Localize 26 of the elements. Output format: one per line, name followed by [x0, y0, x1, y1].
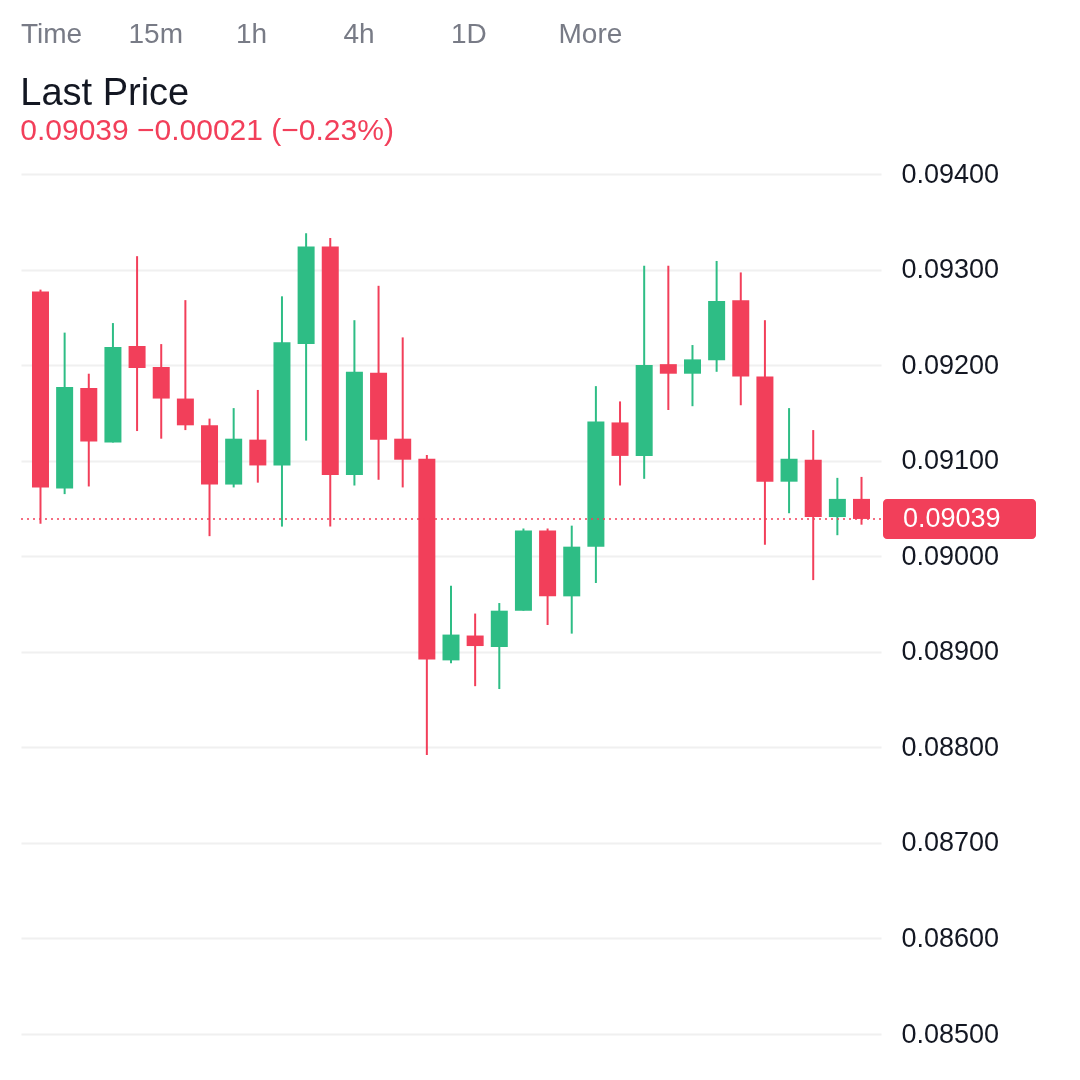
candlestick [683, 344, 701, 408]
candlestick [828, 476, 846, 537]
y-tick-label: 0.09100 [901, 445, 1000, 476]
text: 15m [128, 18, 183, 49]
candlestick [466, 612, 484, 688]
chart-subtitle: 0.09039 −0.00021 (−0.23%) [20, 113, 394, 146]
y-tick-label: 0.08700 [901, 827, 1000, 858]
candlestick [780, 407, 798, 515]
y-tick-label: 0.08600 [901, 922, 1000, 953]
text: 4h [343, 18, 375, 49]
y-tick-label: 0.09000 [901, 540, 1000, 571]
candlestick [394, 336, 412, 489]
y-tick-label: 0.08900 [901, 636, 1000, 667]
ref-line-label: 0.09039 [903, 502, 1001, 533]
chart-title: Last Price [20, 71, 190, 113]
text: More [558, 18, 623, 49]
y-tick-label: 0.09400 [901, 158, 1000, 189]
y-tick-label: 0.09300 [901, 254, 1000, 285]
candlestick [659, 264, 677, 412]
y-tick-label: 0.08500 [901, 1018, 1000, 1049]
text: 1h [236, 18, 268, 49]
text: 1D [451, 18, 487, 49]
y-tick-label: 0.09200 [901, 349, 1000, 380]
candlestick [128, 255, 146, 433]
y-tick-label: 0.08800 [901, 731, 1000, 762]
text: Time [21, 18, 83, 49]
